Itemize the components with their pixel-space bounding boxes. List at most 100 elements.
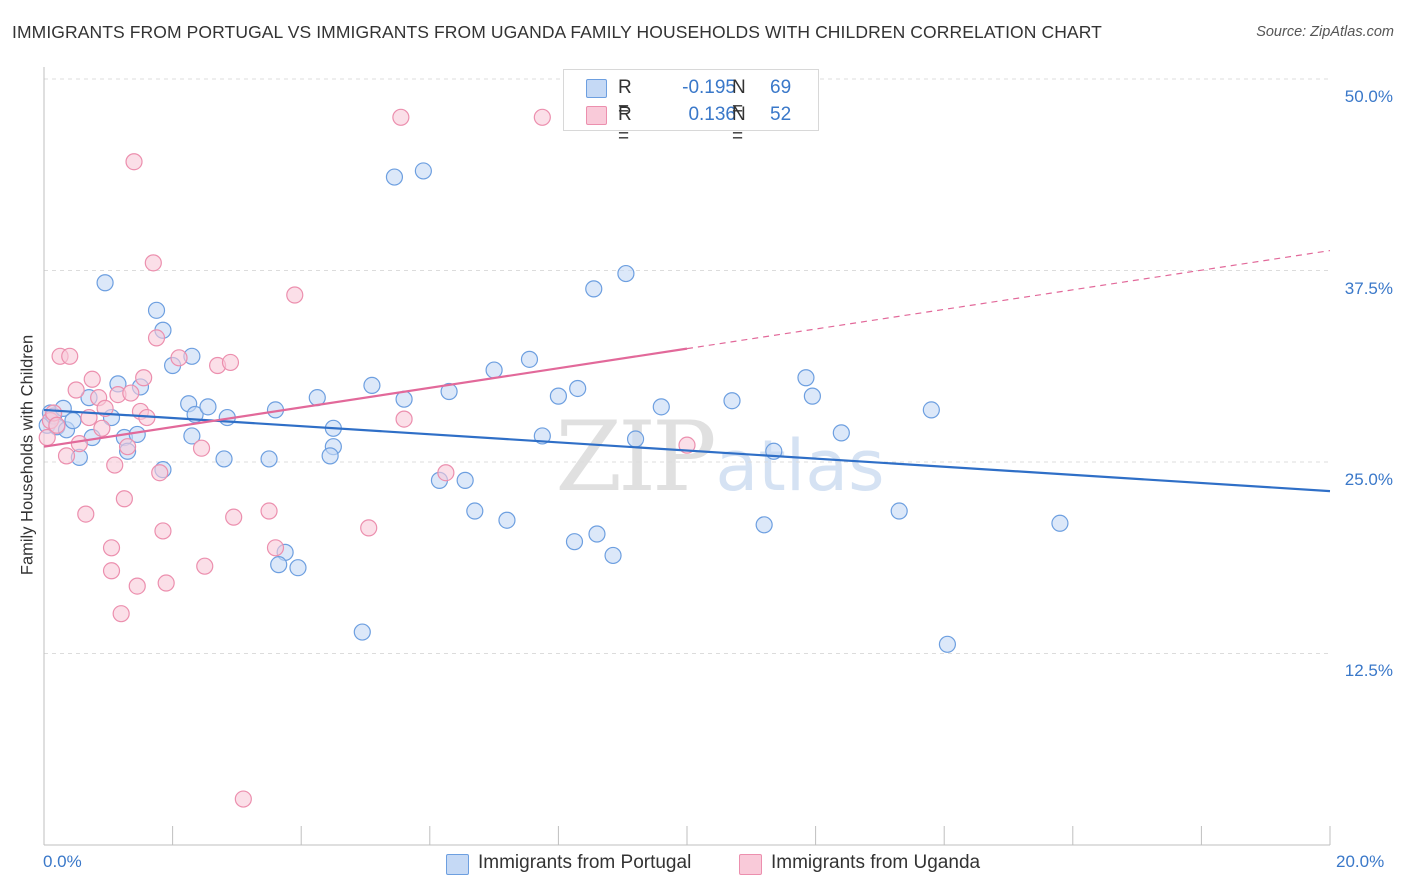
n-value-portugal: 69 (770, 77, 792, 98)
n-label: N = (732, 104, 746, 147)
point-uganda-29 (147, 329, 166, 347)
point-uganda-20 (112, 605, 130, 623)
point-uganda-43 (360, 519, 378, 537)
point-portugal-50 (549, 387, 568, 405)
point-portugal-38 (363, 376, 381, 394)
point-portugal-46 (485, 361, 503, 379)
point-portugal-48 (520, 350, 539, 368)
uganda-legend-label: Immigrants from Uganda (771, 852, 981, 873)
r-label: R = (618, 77, 632, 120)
point-uganda-24 (128, 577, 146, 595)
point-portugal-40 (385, 168, 404, 186)
point-portugal-54 (588, 525, 606, 543)
point-uganda-8 (70, 435, 88, 453)
y-tick-label-25: 25.0% (1344, 470, 1393, 489)
point-portugal-58 (652, 398, 670, 416)
x-tick-label-min: 0.0% (43, 852, 82, 871)
point-uganda-48 (678, 436, 696, 454)
point-uganda-9 (77, 505, 95, 523)
point-uganda-15 (102, 539, 121, 557)
r-value-portugal: -0.195 (682, 77, 736, 98)
point-uganda-46 (437, 464, 455, 482)
point-portugal-31 (270, 556, 288, 574)
point-uganda-14 (96, 399, 114, 417)
point-uganda-35 (196, 557, 214, 575)
point-uganda-19 (115, 490, 133, 508)
portugal-swatch (586, 79, 607, 98)
point-portugal-6 (64, 412, 82, 430)
point-uganda-44 (392, 108, 410, 126)
portugal-legend-swatch (446, 854, 469, 875)
point-portugal-42 (440, 382, 458, 401)
n-value-uganda: 52 (770, 104, 792, 125)
point-portugal-66 (922, 401, 940, 419)
point-uganda-21 (118, 438, 137, 456)
point-portugal-27 (215, 450, 233, 468)
point-uganda-37 (221, 353, 240, 372)
uganda-legend-swatch (739, 854, 762, 875)
point-uganda-42 (286, 286, 304, 304)
point-portugal-45 (466, 502, 484, 520)
x-tick-label-max: 20.0% (1336, 852, 1385, 871)
point-portugal-55 (604, 546, 622, 565)
point-uganda-22 (122, 384, 140, 402)
point-portugal-49 (533, 427, 551, 445)
point-uganda-13 (93, 419, 111, 437)
point-portugal-10 (96, 274, 114, 292)
watermark-zip: ZIP (555, 401, 714, 513)
point-portugal-65 (890, 502, 908, 520)
point-portugal-51 (565, 533, 584, 551)
point-portugal-36 (353, 623, 371, 641)
trendline-uganda-dashed (686, 249, 1331, 350)
y-tick-label-12-5: 12.5% (1344, 661, 1393, 680)
point-portugal-57 (626, 430, 645, 448)
point-portugal-67 (938, 635, 957, 653)
point-portugal-59 (723, 392, 741, 410)
point-uganda-34 (192, 439, 211, 457)
r-value-uganda: 0.136 (688, 104, 736, 125)
point-portugal-19 (147, 301, 166, 319)
point-portugal-22 (183, 427, 201, 445)
r-label: R = (618, 104, 632, 147)
point-uganda-38 (225, 508, 243, 526)
point-uganda-23 (125, 153, 143, 171)
point-portugal-63 (803, 387, 821, 405)
point-uganda-16 (102, 562, 121, 580)
trendline-portugal (43, 408, 1331, 493)
point-uganda-17 (106, 456, 124, 474)
point-uganda-41 (266, 539, 285, 557)
point-portugal-44 (456, 471, 474, 489)
point-uganda-11 (83, 370, 101, 388)
point-portugal-41 (414, 162, 432, 180)
point-uganda-30 (151, 464, 169, 482)
uganda-swatch (586, 106, 607, 125)
point-portugal-53 (585, 280, 603, 298)
point-uganda-6 (61, 347, 79, 365)
y-tick-label-37-5: 37.5% (1344, 279, 1393, 298)
point-uganda-7 (67, 381, 85, 399)
point-portugal-62 (797, 369, 815, 387)
point-portugal-23 (199, 398, 217, 416)
point-uganda-28 (144, 254, 162, 272)
point-portugal-52 (569, 379, 587, 398)
point-portugal-28 (260, 450, 278, 468)
point-uganda-40 (260, 502, 278, 520)
point-portugal-47 (498, 511, 516, 529)
point-uganda-3 (48, 416, 66, 434)
point-uganda-47 (533, 108, 551, 126)
point-uganda-26 (135, 369, 153, 387)
n-label: N = (732, 77, 746, 120)
chart-title: IMMIGRANTS FROM PORTUGAL VS IMMIGRANTS F… (12, 22, 1102, 42)
correlation-legend: R = -0.195 N = 69 R = 0.136 N = 52 (563, 69, 819, 147)
point-portugal-64 (832, 424, 850, 442)
portugal-legend-label: Immigrants from Portugal (478, 852, 692, 873)
point-portugal-56 (617, 264, 635, 283)
point-uganda-33 (170, 349, 188, 367)
point-portugal-35 (321, 447, 339, 465)
point-portugal-32 (289, 559, 307, 577)
point-uganda-32 (157, 574, 175, 592)
point-uganda-31 (154, 522, 172, 540)
point-uganda-39 (234, 790, 252, 808)
point-uganda-5 (57, 447, 76, 465)
